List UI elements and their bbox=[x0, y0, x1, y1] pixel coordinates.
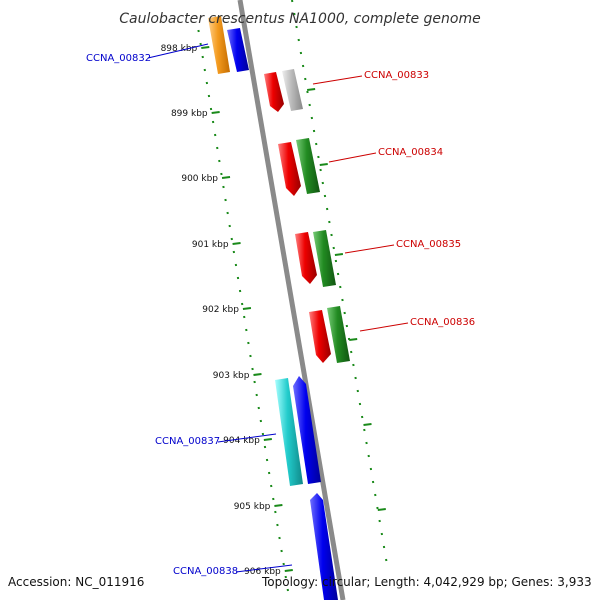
kbp-major-tick bbox=[232, 242, 241, 245]
green-gene-feature[interactable] bbox=[296, 138, 320, 194]
kbp-label: 905 kbp bbox=[234, 502, 271, 512]
red-gene-arrow[interactable] bbox=[295, 232, 317, 284]
kbp-label: 899 kbp bbox=[171, 109, 208, 119]
gene-labels: CCNA_00832 CCNA_00833 CCNA_00834 CCNA_00… bbox=[86, 43, 475, 577]
gene-label-CCNA_00836[interactable]: CCNA_00836 bbox=[410, 317, 475, 328]
minor-tick-track bbox=[291, 0, 388, 562]
red-gene-arrow[interactable] bbox=[264, 72, 284, 112]
gene-label-CCNA_00838[interactable]: CCNA_00838 bbox=[173, 566, 238, 577]
kbp-label: 902 kbp bbox=[202, 305, 239, 315]
cyan-feature[interactable] bbox=[275, 378, 303, 486]
red-gene-arrow[interactable] bbox=[309, 310, 331, 363]
gene-label-CCNA_00834[interactable]: CCNA_00834 bbox=[378, 147, 443, 158]
orange-feature[interactable] bbox=[208, 16, 230, 74]
kbp-major-tick bbox=[201, 46, 210, 49]
kbp-label: 898 kbp bbox=[161, 44, 198, 54]
kbp-major-tick bbox=[263, 438, 272, 441]
minor-major-tick bbox=[349, 338, 358, 341]
red-gene-arrow[interactable] bbox=[278, 142, 301, 196]
kbp-major-tick bbox=[253, 373, 262, 376]
gray-gene-feature[interactable] bbox=[282, 69, 303, 111]
green-gene-feature[interactable] bbox=[313, 230, 336, 287]
blue-gene-arrow[interactable] bbox=[310, 493, 338, 600]
map-title: Caulobacter crescentus NA1000, complete … bbox=[119, 11, 480, 27]
minor-major-tick bbox=[307, 88, 316, 91]
kbp-label: 904 kbp bbox=[223, 436, 260, 446]
blue-gene-arrow[interactable] bbox=[293, 376, 321, 484]
kbp-label: 903 kbp bbox=[213, 371, 250, 381]
kbp-label: 906 kbp bbox=[244, 567, 281, 577]
gene-label-CCNA_00835[interactable]: CCNA_00835 bbox=[396, 239, 461, 250]
kbp-labels: 898 kbp 899 kbp 900 kbp 901 kbp 902 kbp 903 k… bbox=[161, 44, 281, 577]
minor-major-tick bbox=[319, 163, 328, 166]
genome-backbone bbox=[237, 0, 346, 600]
kbp-tick-track bbox=[197, 29, 293, 592]
kbp-major-tick bbox=[221, 176, 231, 179]
blue-feature[interactable] bbox=[227, 28, 249, 72]
accession-text: Accession: NC_011916 bbox=[8, 575, 145, 589]
gene-label-CCNA_00832[interactable]: CCNA_00832 bbox=[86, 53, 151, 64]
gene-label-CCNA_00833[interactable]: CCNA_00833 bbox=[364, 70, 429, 81]
minor-major-tick bbox=[363, 423, 372, 426]
genome-summary-text: Topology: circular; Length: 4,042,929 bp… bbox=[262, 575, 592, 589]
kbp-major-tick bbox=[284, 569, 293, 572]
gene-label-CCNA_00837[interactable]: CCNA_00837 bbox=[155, 436, 220, 447]
gene-features bbox=[208, 16, 350, 600]
kbp-label: 901 kbp bbox=[192, 240, 229, 250]
kbp-label: 900 kbp bbox=[181, 174, 218, 184]
minor-major-tick bbox=[377, 508, 386, 511]
kbp-major-tick bbox=[211, 111, 220, 114]
kbp-major-tick bbox=[242, 307, 252, 310]
kbp-major-tick bbox=[274, 504, 283, 507]
green-gene-feature[interactable] bbox=[327, 306, 350, 363]
minor-major-tick bbox=[334, 253, 344, 256]
